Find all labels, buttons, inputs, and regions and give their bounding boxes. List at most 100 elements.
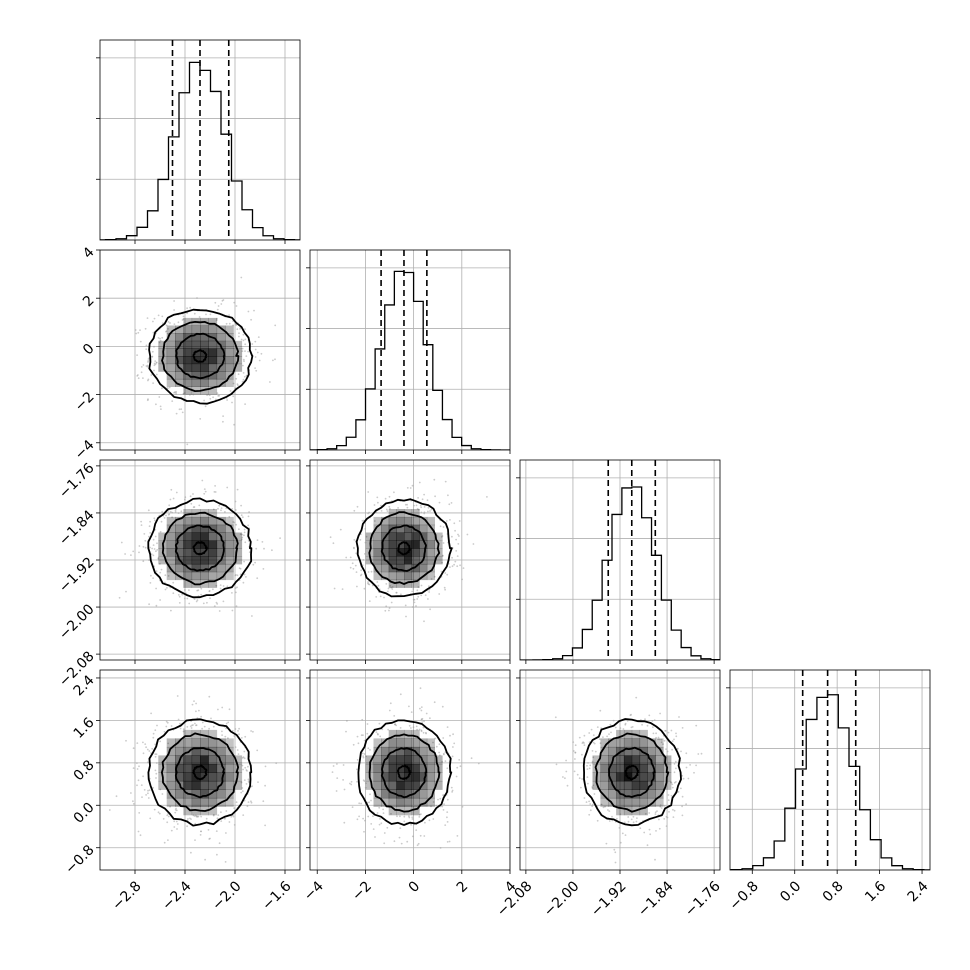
- scatter-point: [393, 840, 396, 843]
- scatter-point: [228, 515, 231, 518]
- scatter-point: [572, 750, 575, 752]
- density-cell: [631, 746, 641, 756]
- scatter-point: [269, 381, 271, 383]
- scatter-point: [397, 507, 399, 509]
- scatter-point: [349, 566, 352, 569]
- scatter-point: [243, 573, 246, 576]
- density-cell: [411, 579, 420, 588]
- density-cell: [426, 755, 435, 765]
- density-cell: [434, 755, 443, 765]
- scatter-point: [245, 783, 248, 785]
- scatter-point: [343, 821, 346, 824]
- density-cell: [616, 772, 625, 782]
- scatter-point: [209, 313, 212, 316]
- scatter-point: [446, 798, 449, 801]
- scatter-point: [602, 736, 604, 738]
- density-cell: [216, 356, 226, 365]
- scatter-point: [137, 331, 140, 334]
- scatter-point: [644, 813, 647, 815]
- scatter-point: [151, 547, 154, 550]
- density-cell: [183, 378, 193, 387]
- density-cell: [233, 363, 243, 372]
- scatter-point: [153, 519, 156, 522]
- scatter-point: [150, 574, 152, 577]
- scatter-point: [193, 312, 196, 315]
- density-cell: [404, 556, 413, 565]
- scatter-point: [236, 328, 239, 331]
- scatter-point: [217, 507, 219, 510]
- density-cell: [419, 780, 428, 790]
- scatter-point: [160, 408, 162, 410]
- scatter-point: [390, 601, 393, 604]
- density-cell: [426, 532, 435, 541]
- scatter-point: [240, 504, 243, 507]
- scatter-point: [673, 809, 676, 812]
- scatter-point: [171, 516, 174, 519]
- scatter-point: [120, 541, 123, 544]
- scatter-point: [174, 809, 177, 811]
- scatter-point: [135, 332, 138, 335]
- contour-line: [147, 497, 253, 599]
- scatter-point: [255, 369, 258, 372]
- density-cell: [663, 780, 672, 790]
- density-cell: [191, 738, 201, 748]
- scatter-point: [209, 597, 211, 600]
- scatter-point: [610, 731, 612, 734]
- scatter-point: [240, 737, 243, 739]
- scatter-point: [199, 834, 202, 836]
- density-cell: [647, 738, 656, 748]
- density-cell: [183, 317, 193, 326]
- scatter-point: [415, 725, 418, 728]
- density-cell: [381, 738, 390, 748]
- scatter-point: [235, 801, 238, 804]
- density-cell: [175, 563, 184, 573]
- scatter-point: [182, 728, 185, 731]
- density-cell: [411, 556, 420, 565]
- scatter-point: [663, 805, 666, 807]
- scatter-point: [206, 601, 208, 604]
- scatter-point: [418, 481, 421, 484]
- scatter-point: [242, 768, 245, 771]
- density-cell: [647, 746, 656, 756]
- scatter-point: [608, 810, 611, 812]
- scatter-point: [353, 539, 356, 541]
- panel-content: [310, 670, 510, 870]
- density-cell: [388, 780, 397, 790]
- scatter-point: [134, 329, 137, 331]
- density-cell: [631, 780, 641, 790]
- scatter-point: [189, 306, 192, 309]
- scatter-point: [235, 574, 237, 576]
- density-cell: [426, 516, 435, 526]
- density-cell: [639, 746, 648, 756]
- scatter-point: [369, 749, 371, 751]
- scatter-point: [191, 703, 194, 706]
- density-cell: [216, 763, 226, 773]
- scatter-point: [198, 709, 200, 712]
- density-cell: [166, 797, 176, 807]
- scatter-point: [242, 339, 245, 342]
- density-cell: [216, 348, 226, 357]
- density-cell: [208, 806, 218, 816]
- density-cell: [600, 738, 609, 748]
- scatter-point: [140, 366, 143, 368]
- density-cell: [631, 797, 641, 807]
- scatter-point: [238, 335, 240, 338]
- density-cell: [216, 755, 226, 765]
- density-cell: [200, 738, 209, 748]
- density-cell: [623, 755, 633, 765]
- scatter-point: [144, 546, 147, 549]
- scatter-point: [660, 738, 663, 741]
- scatter-point: [362, 817, 364, 820]
- scatter-point: [178, 595, 181, 598]
- density-cell: [388, 516, 397, 526]
- scatter-point: [387, 590, 389, 593]
- density-cell: [388, 797, 397, 807]
- scatter-point: [139, 340, 142, 343]
- density-cell: [191, 340, 201, 349]
- density-cell: [373, 746, 382, 756]
- scatter-point: [257, 336, 260, 338]
- scatter-point: [700, 752, 703, 755]
- scatter-point: [176, 828, 178, 830]
- scatter-point: [242, 333, 245, 336]
- scatter-point: [168, 513, 171, 515]
